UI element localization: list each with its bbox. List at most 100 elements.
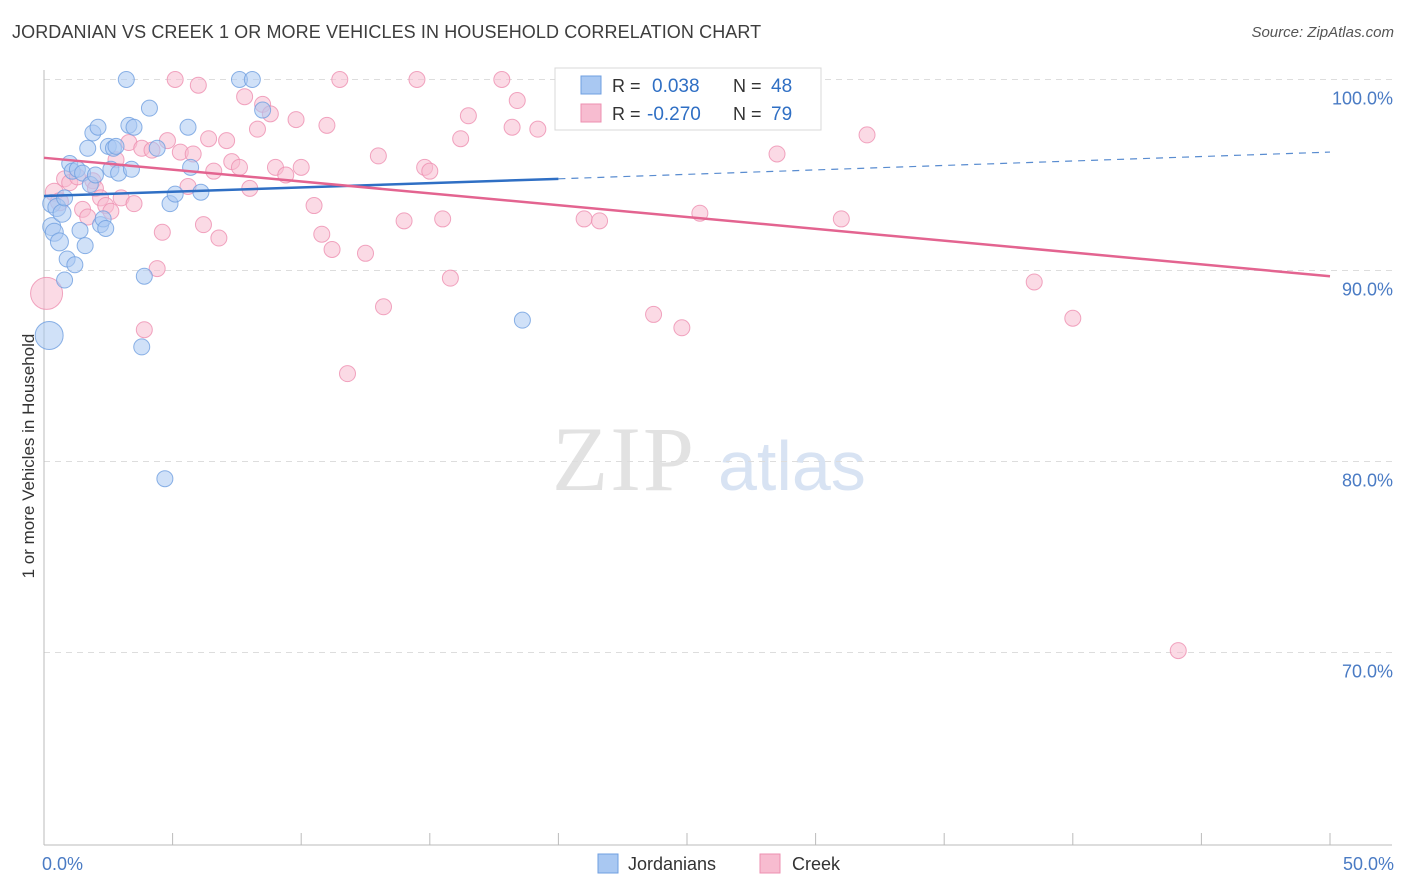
creek-point xyxy=(1169,642,1187,660)
jordanians-trend-line xyxy=(43,177,559,198)
bottom-legend-label-jordanians: Jordanians xyxy=(628,854,716,874)
creek-point xyxy=(421,162,439,180)
creek-point xyxy=(858,126,876,144)
jordanians-point xyxy=(254,101,272,119)
creek-point xyxy=(236,88,254,106)
jordanians-point xyxy=(71,221,89,239)
creek-point xyxy=(287,111,305,129)
creek-point xyxy=(441,269,459,287)
y-tick-label: 80.0% xyxy=(1342,471,1393,491)
creek-point xyxy=(768,145,786,163)
creek-point xyxy=(673,319,691,337)
y-tick-label: 70.0% xyxy=(1342,662,1393,682)
creek-point xyxy=(369,147,387,165)
jordanians-point xyxy=(76,237,94,255)
creek-point xyxy=(200,130,218,148)
creek-point xyxy=(591,212,609,230)
y-tick-label: 100.0% xyxy=(1332,89,1393,109)
jordanians-point xyxy=(49,232,69,252)
jordanians-point xyxy=(140,99,158,117)
creek-point xyxy=(248,120,266,138)
creek-point xyxy=(503,118,521,136)
jordanians-point xyxy=(56,189,74,207)
legend-r-label-jordanians: R = xyxy=(612,76,641,96)
jordanians-point xyxy=(66,256,84,274)
trend-layer xyxy=(43,151,1331,278)
jordanians-point xyxy=(148,139,166,157)
creek-point xyxy=(575,210,593,228)
creek-point xyxy=(452,130,470,148)
legend-r-label-creek: R = xyxy=(612,104,641,124)
x-tick-label: 0.0% xyxy=(42,854,83,874)
chart-source: Source: ZipAtlas.com xyxy=(1251,24,1394,41)
creek-point xyxy=(338,365,356,383)
creek-point xyxy=(318,116,336,134)
creek-point xyxy=(1064,309,1082,327)
legend-swatch-jordanians xyxy=(580,75,602,95)
y-tick-label: 90.0% xyxy=(1342,280,1393,300)
jordanians-point xyxy=(125,118,143,136)
jordanians-point xyxy=(97,219,115,237)
creek-point xyxy=(30,276,64,310)
creek-point xyxy=(210,229,228,247)
creek-point xyxy=(459,107,477,125)
jordanians-point xyxy=(89,118,107,136)
creek-point xyxy=(218,132,236,150)
jordanians-point xyxy=(52,203,72,223)
creek-point xyxy=(189,76,207,94)
creek-point xyxy=(529,120,547,138)
y-axis-title: 1 or more Vehicles in Household xyxy=(19,334,38,579)
creek-point xyxy=(1025,273,1043,291)
axes-layer: 100.0% 90.0% 80.0% 70.0% 0.0% 50.0% xyxy=(42,70,1394,874)
creek-point xyxy=(395,212,413,230)
stats-legend: R = 0.038 N = 48 R = -0.270 N = 79 xyxy=(554,67,822,131)
creek-point xyxy=(313,225,331,243)
jordanians-point xyxy=(117,71,135,88)
creek-point xyxy=(230,158,248,176)
jordanians-point xyxy=(86,166,104,184)
jordanians-point xyxy=(166,185,184,203)
jordanians-point xyxy=(135,267,153,285)
jordanians-point xyxy=(122,160,140,178)
jordanians-point xyxy=(107,137,125,155)
creek-point xyxy=(166,71,184,88)
watermark-zip: ZIP xyxy=(552,408,696,510)
creek-point xyxy=(493,71,511,88)
jordanians-point xyxy=(156,470,174,488)
creek-point xyxy=(331,71,349,88)
creek-point xyxy=(305,197,323,215)
chart-title: JORDANIAN VS CREEK 1 OR MORE VEHICLES IN… xyxy=(12,22,762,42)
jordanians-point xyxy=(56,271,74,289)
creek-point xyxy=(408,71,426,88)
x-tick-label: 50.0% xyxy=(1343,854,1394,874)
bottom-legend: Jordanians Creek xyxy=(597,853,841,874)
creek-point xyxy=(135,321,153,339)
jordanians-point xyxy=(133,338,151,356)
jordanians-point xyxy=(243,71,261,88)
creek-point xyxy=(148,260,166,278)
creek-point xyxy=(832,210,850,228)
creek-point xyxy=(508,92,526,110)
legend-n-label-creek: N = xyxy=(733,104,762,124)
creek-point xyxy=(357,244,374,262)
watermark-atlas: atlas xyxy=(718,427,866,505)
jordanians-point xyxy=(79,139,97,157)
creek-point xyxy=(153,223,171,241)
creek-point xyxy=(292,158,310,176)
bottom-legend-label-creek: Creek xyxy=(792,854,841,874)
legend-n-value-jordanians: 48 xyxy=(771,76,792,97)
creek-trend-line xyxy=(43,156,1331,278)
points-layer xyxy=(30,71,1187,660)
jordanians-point xyxy=(513,311,531,329)
creek-point xyxy=(323,240,341,258)
creek-point xyxy=(194,216,212,234)
legend-r-value-jordanians: 0.038 xyxy=(652,76,700,97)
jordanians-point xyxy=(179,118,197,136)
jordanians-trend-extension xyxy=(558,151,1331,180)
creek-point xyxy=(375,298,393,316)
creek-point xyxy=(434,210,452,228)
legend-n-value-creek: 79 xyxy=(771,104,792,125)
bottom-legend-swatch-jordanians xyxy=(597,853,619,874)
bottom-legend-swatch-creek xyxy=(759,853,781,874)
legend-swatch-creek xyxy=(580,103,602,123)
